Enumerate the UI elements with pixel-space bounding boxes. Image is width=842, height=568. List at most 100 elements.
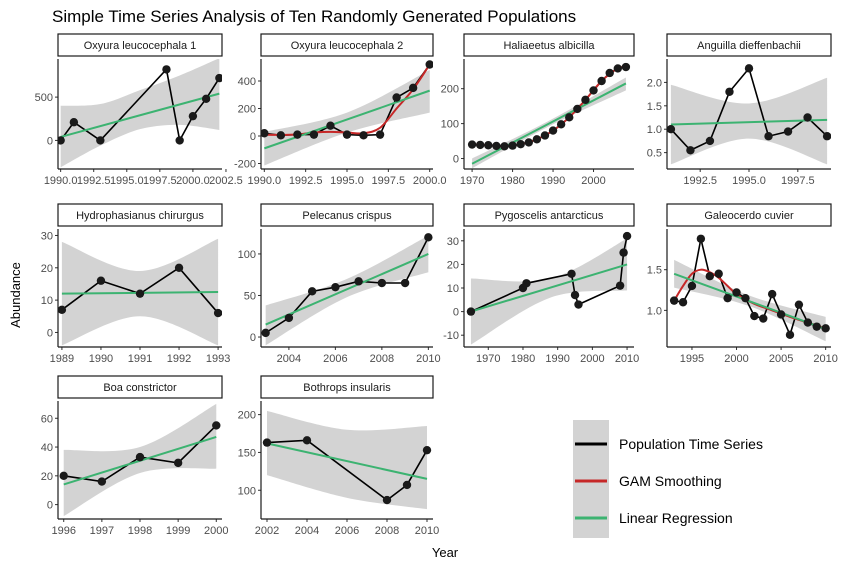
data-point xyxy=(500,142,509,151)
x-tick-label: 2000 xyxy=(204,525,228,537)
y-tick-label: 10 xyxy=(41,295,53,307)
x-tick-label: 1997.5 xyxy=(372,175,406,187)
data-point xyxy=(619,248,628,257)
data-point xyxy=(484,141,493,150)
x-tick-label: 2004 xyxy=(277,353,301,365)
data-point xyxy=(284,313,294,323)
data-point xyxy=(261,328,270,338)
data-point xyxy=(516,140,525,149)
y-tick-label: 0 xyxy=(250,131,256,143)
y-tick-label: 20 xyxy=(41,263,53,275)
data-point xyxy=(570,290,580,300)
y-tick-label: 1.5 xyxy=(647,101,662,113)
data-point xyxy=(492,141,501,151)
data-point xyxy=(174,263,184,272)
data-point xyxy=(732,288,741,297)
facet-panel-4: Hydrophasianus chirurgus 0 10 20 30 1989 1990 1… xyxy=(41,203,230,365)
y-tick-label: 400 xyxy=(238,76,256,88)
x-tick-label: 2002 xyxy=(255,525,279,537)
x-tick-label: 1990.0 xyxy=(247,175,281,187)
data-point xyxy=(422,445,432,455)
legend-label-gam: GAM Smoothing xyxy=(619,473,722,489)
data-point xyxy=(408,83,418,93)
y-tick-label: 1.0 xyxy=(647,124,662,136)
data-point xyxy=(678,298,688,307)
x-tick-label: 1995 xyxy=(680,353,704,365)
x-tick-label: 1991 xyxy=(128,353,152,365)
data-point xyxy=(293,130,302,139)
x-tick-label: 1996 xyxy=(51,525,75,537)
data-point xyxy=(382,495,392,505)
data-point xyxy=(475,140,485,150)
y-tick-label: 100 xyxy=(238,249,256,261)
facet-strip-label: Boa constrictor xyxy=(103,382,177,394)
y-tick-label: 0 xyxy=(47,135,53,147)
data-point xyxy=(667,125,676,134)
linear-regression-line xyxy=(266,442,428,480)
facet-panel-7: Galeocerdo cuvier 1.0 1.5 1995 2000 2005 2010 xyxy=(647,203,838,365)
data-point xyxy=(581,95,590,105)
data-point xyxy=(302,436,312,445)
data-point xyxy=(705,136,715,146)
x-tick-label: 2000 xyxy=(724,353,748,365)
data-point xyxy=(741,293,750,303)
data-point xyxy=(687,281,697,291)
plot-area xyxy=(667,64,831,165)
x-tick-label: 2002.5 xyxy=(209,175,243,187)
x-tick-label: 1995.0 xyxy=(732,175,766,187)
data-point xyxy=(175,136,184,145)
y-tick-label: 0.5 xyxy=(647,148,662,160)
y-tick-label: 200 xyxy=(238,104,256,116)
data-point xyxy=(262,438,272,447)
data-point xyxy=(135,289,145,298)
data-point xyxy=(331,282,340,292)
data-point xyxy=(794,300,804,309)
y-tick-label: 1.5 xyxy=(647,265,662,277)
facet-strip-label: Anguilla dieffenbachii xyxy=(697,40,801,52)
data-point xyxy=(359,131,368,140)
data-point xyxy=(714,269,723,278)
x-tick-label: 2010 xyxy=(615,353,639,365)
x-tick-label: 2008 xyxy=(370,353,394,365)
data-point xyxy=(96,276,106,285)
y-tick-label: 100 xyxy=(238,485,256,497)
x-tick-label: 2006 xyxy=(335,525,359,537)
data-point xyxy=(402,480,412,490)
data-point xyxy=(556,120,566,129)
x-tick-label: 1990.0 xyxy=(44,175,78,187)
y-axis-title: Abundance xyxy=(8,262,23,328)
facet-strip xyxy=(463,33,635,57)
facet-strip xyxy=(260,375,434,399)
x-tick-label: 2010 xyxy=(416,353,440,365)
data-point xyxy=(58,305,67,315)
plot-area xyxy=(262,410,432,510)
plot-area xyxy=(261,60,433,166)
y-tick-label: 0 xyxy=(47,327,53,339)
y-tick-label: 40 xyxy=(41,442,53,454)
x-tick-label: 1993 xyxy=(206,353,230,365)
data-point xyxy=(750,311,759,321)
data-point xyxy=(785,330,795,339)
data-point xyxy=(377,278,387,288)
y-tick-label: 10 xyxy=(447,283,459,295)
x-tick-label: 2010 xyxy=(813,353,837,365)
legend-label-series: Population Time Series xyxy=(619,436,763,452)
y-tick-label: -10 xyxy=(443,330,459,342)
lm-confidence-band xyxy=(264,70,430,166)
data-point xyxy=(69,118,79,127)
y-tick-label: 30 xyxy=(41,230,53,242)
data-point xyxy=(669,296,679,305)
data-point xyxy=(375,130,385,139)
x-tick-label: 2000.0 xyxy=(176,175,210,187)
data-point xyxy=(466,307,476,316)
plot-area xyxy=(467,62,631,169)
data-point xyxy=(213,308,222,318)
data-point xyxy=(59,471,68,481)
data-point xyxy=(467,140,477,149)
figure-title: Simple Time Series Analysis of Ten Rando… xyxy=(52,7,576,26)
y-tick-label: 2.0 xyxy=(647,77,662,89)
x-tick-label: 1992.5 xyxy=(683,175,717,187)
plot-area xyxy=(58,238,222,346)
legend-key-background xyxy=(573,420,609,538)
